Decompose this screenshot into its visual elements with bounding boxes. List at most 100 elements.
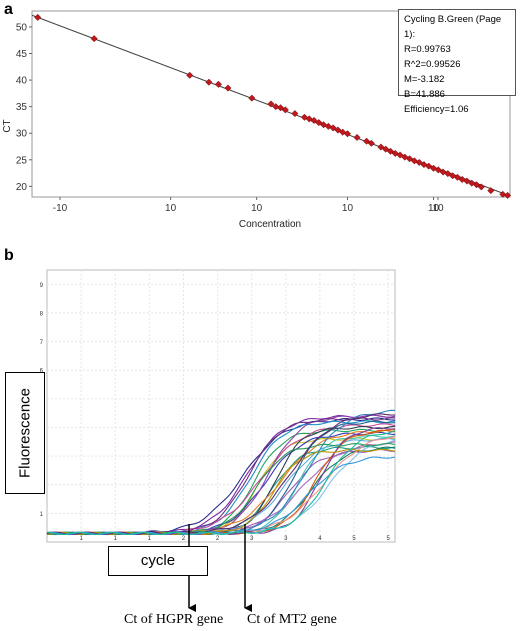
data-point	[415, 158, 423, 167]
panel-b-letter: b	[4, 247, 14, 264]
x-tick-label-b: 3	[284, 536, 288, 542]
x-axis-ticks-b: 1 1 1 2 2 3 3 4 5 5	[79, 536, 390, 542]
x-tick-label: 10	[251, 203, 263, 214]
data-point	[391, 149, 399, 157]
data-point	[382, 145, 390, 153]
legend-line-r2: R^2=0.99526	[404, 59, 461, 70]
cycle-label: cycle	[140, 552, 176, 569]
x-tick-label-b: 1	[114, 536, 118, 542]
data-point	[439, 168, 447, 176]
data-point	[272, 103, 280, 111]
data-point	[205, 78, 213, 86]
data-point	[339, 128, 347, 136]
data-point	[487, 187, 495, 195]
y-axis-label: CT	[2, 119, 13, 132]
y-tick-label-b: 6	[40, 369, 44, 375]
data-point	[214, 80, 222, 88]
data-point	[310, 116, 318, 125]
amplification-curve	[46, 430, 396, 536]
data-point	[444, 170, 452, 178]
y-tick-label: 20	[16, 182, 28, 193]
data-point	[386, 147, 395, 155]
data-point	[90, 35, 98, 43]
data-point	[315, 119, 323, 127]
y-tick-label: 30	[16, 129, 28, 140]
y-axis-ticks: 20 25 30 35 40 45 50	[16, 22, 32, 193]
x-tick-label-b: 4	[318, 536, 322, 542]
x-tick-label: -10	[53, 203, 68, 214]
data-point	[281, 106, 289, 114]
data-point	[499, 190, 507, 198]
y-tick-label-b: 1	[40, 512, 44, 518]
fluorescence-label-box: Fluorescence	[5, 372, 45, 494]
data-point	[504, 191, 512, 199]
ct-mt2-label: Ct of MT2 gene	[247, 612, 337, 627]
data-point	[334, 126, 342, 134]
x-tick-label: 10	[428, 203, 440, 214]
amplification-curve	[46, 413, 396, 536]
data-point	[277, 104, 285, 112]
data-point	[305, 115, 313, 123]
fluorescence-label: Fluorescence	[16, 387, 34, 479]
data-point	[363, 137, 371, 145]
data-point	[477, 183, 485, 191]
data-point	[434, 166, 442, 174]
data-point	[429, 164, 438, 172]
plot-b-frame	[46, 269, 396, 543]
data-point	[472, 181, 481, 189]
data-point	[343, 130, 352, 138]
data-point	[458, 175, 466, 184]
y-tick-label: 25	[16, 155, 28, 166]
x-tick-label-b: 5	[387, 536, 391, 542]
data-point	[353, 133, 361, 142]
x-tick-label-b: 2	[182, 536, 186, 542]
legend-line-m: M=-3.182	[404, 74, 445, 85]
data-point	[300, 113, 309, 121]
legend-line-efficiency: Efficiency=1.06	[404, 104, 469, 115]
grid-lines	[47, 270, 395, 542]
data-point	[34, 13, 42, 21]
data-point	[468, 179, 476, 187]
data-point	[463, 177, 471, 185]
data-point	[291, 110, 299, 118]
data-point	[267, 100, 275, 108]
data-point	[401, 153, 409, 161]
y-tick-label: 40	[16, 76, 28, 87]
cycle-label-box: cycle	[108, 546, 208, 576]
ct-hgpr-label: Ct of HGPR gene	[124, 612, 224, 627]
x-tick-label-b: 2	[216, 536, 220, 542]
y-tick-label-b: 8	[40, 311, 44, 317]
y-tick-label: 45	[16, 49, 28, 60]
data-point	[367, 139, 375, 147]
data-points	[34, 13, 512, 199]
y-tick-label-b: 9	[40, 283, 44, 289]
data-point	[453, 173, 461, 181]
amplification-curve	[46, 456, 396, 536]
x-tick-label-b: 3	[250, 536, 254, 542]
data-point	[420, 161, 428, 169]
y-tick-label: 50	[16, 22, 28, 33]
data-point	[425, 162, 433, 170]
data-point	[329, 124, 337, 132]
x-tick-label: 10	[432, 203, 444, 214]
legend-line-b: B=41.886	[404, 89, 445, 100]
amplification-chart: 1 2 3 4 5 6 7 8 9 1 1 1 2 2 3 3 4 5 5	[40, 269, 396, 543]
data-point	[224, 84, 232, 92]
data-point	[410, 157, 418, 165]
x-tick-label-b: 5	[352, 536, 356, 542]
data-point	[248, 94, 256, 102]
data-point	[320, 121, 328, 129]
data-point	[449, 172, 457, 180]
x-tick-label-b: 1	[148, 536, 152, 542]
data-point	[406, 155, 414, 163]
amplification-curves	[46, 409, 396, 536]
panel-a-letter: a	[4, 1, 13, 18]
y-tick-label-b: 7	[40, 340, 44, 346]
x-tick-label: 10	[342, 203, 354, 214]
y-tick-label: 35	[16, 102, 28, 113]
legend-box: Cycling B.Green (Page 1): R=0.99763 R^2=…	[398, 9, 516, 115]
data-point	[186, 71, 194, 79]
